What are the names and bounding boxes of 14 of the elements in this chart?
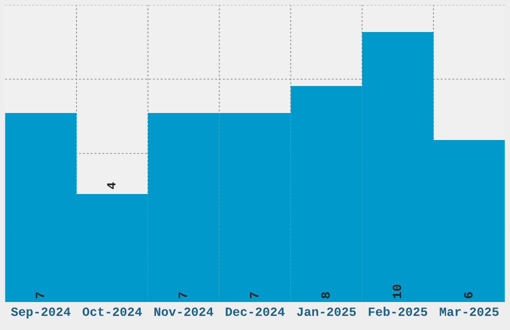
data-label: 10 (392, 284, 402, 298)
x-tick-label: Mar-2025 (440, 308, 499, 316)
data-label: 7 (178, 292, 187, 298)
x-tick-label: Dec-2024 (226, 308, 285, 316)
x-tick-label: Sep-2024 (11, 308, 70, 318)
x-tick-label: Nov-2024 (154, 308, 214, 316)
data-label: 8 (321, 292, 330, 298)
data-label: 7 (250, 292, 258, 298)
x-tick-label: Oct-2024 (82, 308, 142, 316)
data-label: 4 (107, 182, 116, 190)
data-label: 6 (464, 292, 473, 298)
data-label: 7 (36, 292, 44, 298)
x-tick-label: Feb-2025 (368, 306, 428, 316)
x-tick-label: Jan-2025 (297, 308, 356, 316)
